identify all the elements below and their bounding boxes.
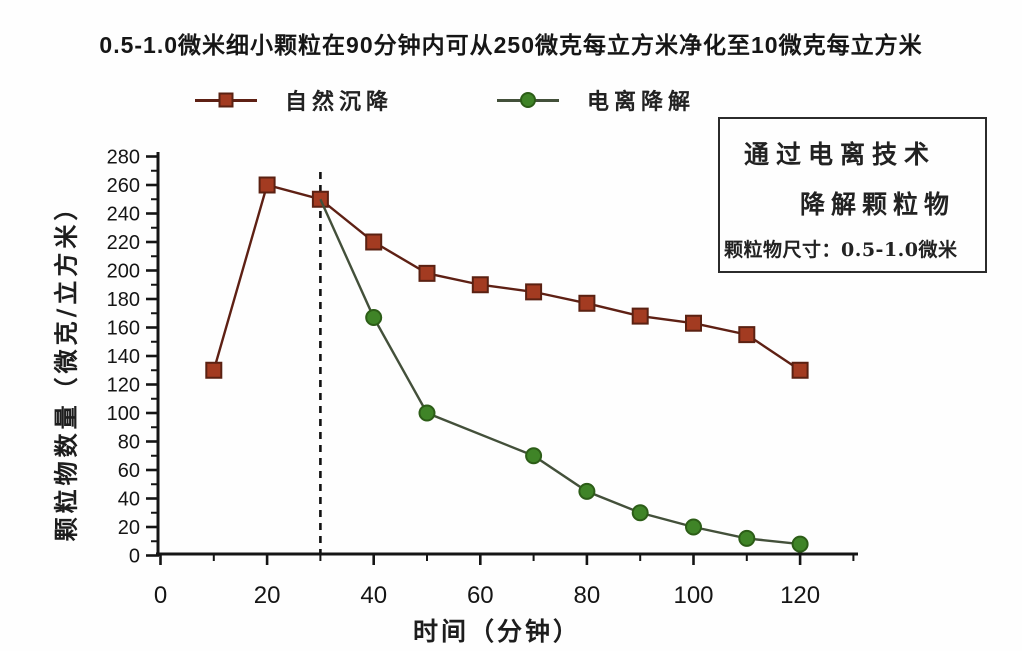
svg-text:220: 220 — [107, 232, 140, 254]
square-marker-icon — [218, 92, 234, 108]
legend-marker-natural-settling — [195, 87, 257, 113]
svg-text:180: 180 — [107, 289, 140, 311]
svg-text:260: 260 — [107, 175, 140, 197]
data-point-square — [205, 361, 223, 379]
data-point-circle — [525, 447, 543, 465]
data-point-square — [525, 283, 543, 301]
svg-text:60: 60 — [118, 460, 140, 482]
svg-text:0: 0 — [154, 582, 167, 609]
data-point-square — [738, 326, 756, 344]
data-point-square — [471, 276, 489, 294]
legend-item-natural-settling: 自然沉降 — [195, 84, 393, 116]
data-point-circle — [631, 504, 649, 522]
data-point-circle — [738, 529, 756, 547]
data-point-square — [258, 176, 276, 194]
circle-marker-icon — [520, 92, 536, 108]
svg-text:100: 100 — [107, 403, 140, 425]
svg-text:120: 120 — [780, 582, 820, 609]
svg-text:60: 60 — [467, 582, 494, 609]
data-point-circle — [578, 482, 596, 500]
y-axis: 0 20 40 60 80 100 120 140 160 180 200 220 240 260 280 — [107, 147, 160, 568]
legend-item-ionization-degradation: 电离降解 — [497, 84, 695, 116]
data-point-square — [578, 294, 596, 312]
svg-text:120: 120 — [107, 375, 140, 397]
info-box-line-3: 颗粒物尺寸：0.5-1.0微米 — [724, 239, 958, 261]
data-point-circle — [685, 518, 702, 536]
data-point-square — [631, 307, 649, 325]
svg-text:20: 20 — [118, 517, 140, 539]
data-point-circle — [418, 404, 436, 422]
page-title: 0.5-1.0微米细小颗粒在90分钟内可从250微克每立方米净化至10微克每立方… — [99, 32, 923, 58]
x-axis: 0 20 40 60 80 100 120 — [154, 552, 858, 609]
svg-text:20: 20 — [254, 582, 281, 609]
data-point-square — [791, 361, 809, 379]
svg-text:140: 140 — [107, 346, 140, 368]
svg-text:40: 40 — [360, 582, 387, 609]
info-box-line-1: 通过电离技术 — [744, 140, 937, 169]
svg-text:200: 200 — [107, 261, 140, 283]
info-box: 通过电离技术 降解颗粒物 颗粒物尺寸：0.5-1.0微米 — [718, 117, 987, 273]
legend-label-natural-settling: 自然沉降 — [285, 89, 394, 115]
data-point-circle — [365, 309, 383, 327]
x-axis-label: 时间（分钟） — [412, 618, 582, 646]
info-box-line-2: 降解颗粒物 — [800, 190, 956, 219]
series-natural-settling — [205, 176, 809, 379]
svg-text:0: 0 — [129, 546, 140, 568]
svg-text:80: 80 — [118, 432, 140, 454]
data-point-square — [685, 314, 702, 332]
svg-text:80: 80 — [574, 582, 601, 609]
svg-text:280: 280 — [107, 147, 140, 169]
data-point-square — [418, 264, 436, 282]
svg-text:240: 240 — [107, 204, 140, 226]
legend-marker-ionization-degradation — [497, 87, 559, 113]
svg-text:100: 100 — [673, 582, 713, 609]
data-point-circle — [791, 535, 809, 553]
svg-text:160: 160 — [107, 318, 140, 340]
data-point-square — [365, 233, 383, 251]
svg-text:40: 40 — [118, 489, 140, 511]
legend-label-ionization-degradation: 电离降解 — [587, 89, 696, 115]
series-ionization-degradation — [319, 198, 809, 553]
